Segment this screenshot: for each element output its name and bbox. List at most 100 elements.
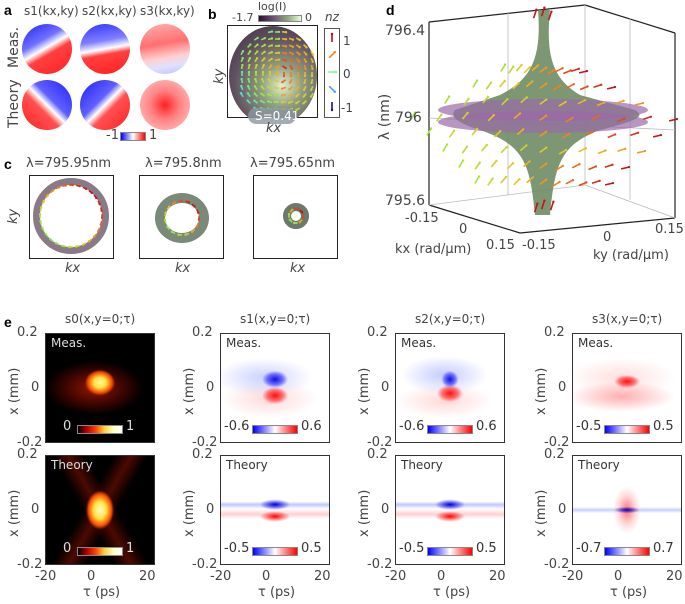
- arrow-head: [491, 177, 494, 180]
- d-arrow: [500, 64, 506, 72]
- panel-c-ring-1: [33, 178, 109, 254]
- arrow-head: [246, 92, 250, 95]
- arrow-head: [64, 184, 68, 187]
- panel-e-col-title-1: s1(x,y=0;τ): [240, 312, 311, 326]
- d-arrow: [512, 82, 520, 90]
- arrow-head: [495, 159, 498, 163]
- d-arrow: [513, 112, 521, 120]
- arrow-head: [266, 100, 270, 103]
- arrow-head: [583, 98, 587, 102]
- arrow-head: [295, 108, 298, 112]
- panel-c-ring-3: [283, 203, 309, 229]
- panel-d-xtick-3: 0.15: [486, 238, 515, 253]
- panel-b-intensity-disk: [229, 26, 317, 118]
- d-arrow: [485, 82, 492, 90]
- panel-e-ylabel: x (mm): [357, 367, 372, 415]
- arrow-head: [622, 99, 625, 102]
- d-arrow: [526, 176, 534, 184]
- arrow-head: [268, 70, 272, 74]
- arrow-head: [254, 70, 258, 74]
- arrow-head: [659, 133, 663, 137]
- arrow-head: [184, 233, 187, 236]
- arrow-head: [585, 69, 589, 73]
- panel-e-ytick: -0.2: [17, 557, 43, 572]
- d-arrow: [636, 150, 646, 154]
- arrow-head: [518, 112, 522, 115]
- arrow-head: [486, 95, 490, 99]
- arrow-head: [46, 194, 50, 197]
- panel-e-xtick: 0: [262, 569, 271, 584]
- d-arrow: [561, 133, 570, 139]
- arrow-head: [564, 148, 568, 152]
- panel-b-nz-title: nz: [325, 10, 339, 24]
- panel-e-ytick: -0.2: [544, 435, 570, 450]
- panel-a-title-s3: s3(kx,ky): [140, 4, 195, 18]
- panel-e-ylabel: x (mm): [534, 489, 549, 537]
- arrow-head: [535, 8, 538, 11]
- panel-e-ytick: 0: [206, 502, 215, 517]
- panel-e-ylabel: x (mm): [7, 367, 22, 415]
- arrow-head: [503, 63, 507, 66]
- panel-e-colorbar: [427, 547, 473, 556]
- arrow-head: [528, 65, 532, 69]
- arrow-head: [246, 99, 249, 102]
- d-arrow: [436, 114, 442, 122]
- arrow-head: [585, 181, 588, 184]
- arrow-head: [330, 108, 334, 112]
- arrow-head: [240, 70, 244, 74]
- arrow-head: [311, 53, 315, 56]
- arrow-head: [561, 164, 565, 168]
- arrow-head: [163, 218, 167, 222]
- panel-a-meas-s1-disk: [22, 24, 72, 74]
- arrow-head: [273, 86, 277, 89]
- panel-e-cbar-max: 0.7: [653, 541, 674, 556]
- arrow-head: [461, 159, 465, 162]
- d-arrow: [458, 160, 464, 168]
- d-arrow: [596, 101, 605, 107]
- panel-e-colorbar: [604, 425, 650, 434]
- arrow-head: [42, 199, 46, 203]
- panel-e-row-label: Meas.: [51, 336, 87, 350]
- arrow-head: [577, 67, 581, 70]
- arrow-head: [604, 149, 607, 152]
- arrow-head: [284, 59, 288, 62]
- arrow-head: [545, 178, 548, 181]
- d-arrow: [442, 144, 448, 152]
- arrow-head: [287, 101, 291, 104]
- panel-e-label: e: [4, 314, 12, 330]
- panel-e-xtick: 20: [489, 569, 506, 584]
- arrow-head: [310, 74, 314, 78]
- arrow-head: [54, 241, 58, 245]
- arrow-head: [277, 65, 281, 68]
- panel-a-theory-s1-disk: [22, 80, 72, 130]
- arrow-head: [298, 53, 301, 56]
- panel-b-xlabel: kx: [266, 121, 282, 136]
- d-arrow: [539, 163, 547, 169]
- panel-d-zlabel: λ (nm): [377, 93, 393, 140]
- arrow-head: [168, 205, 171, 208]
- arrow-head: [475, 79, 479, 82]
- arrow-head: [84, 187, 88, 191]
- arrow-head: [177, 233, 180, 236]
- panel-e-ytick: 0.2: [192, 325, 213, 340]
- arrow-head: [44, 232, 47, 236]
- panel-e-row-label: Theory: [401, 458, 443, 472]
- box-edge-bottom-right: [519, 217, 676, 234]
- arrow-head: [545, 114, 548, 117]
- arrow-head: [180, 199, 184, 203]
- panel-c-frame-2: [139, 175, 224, 259]
- d-arrow: [630, 132, 639, 136]
- arrow-head: [288, 88, 291, 91]
- panel-d-ztick-mid: 796: [395, 110, 422, 126]
- d-arrow: [571, 163, 580, 169]
- arrow-head: [303, 74, 307, 78]
- d-arrow: [552, 181, 561, 187]
- panel-e-ytick: 0.2: [544, 325, 565, 340]
- arrow-head: [166, 225, 169, 228]
- panel-d-label: d: [386, 2, 395, 18]
- arrow-head: [298, 220, 301, 224]
- arrow-head: [247, 70, 251, 74]
- arrow-head: [492, 113, 496, 117]
- panel-a-title-s1: s1(kx,ky): [24, 4, 79, 18]
- d-arrow: [555, 165, 564, 171]
